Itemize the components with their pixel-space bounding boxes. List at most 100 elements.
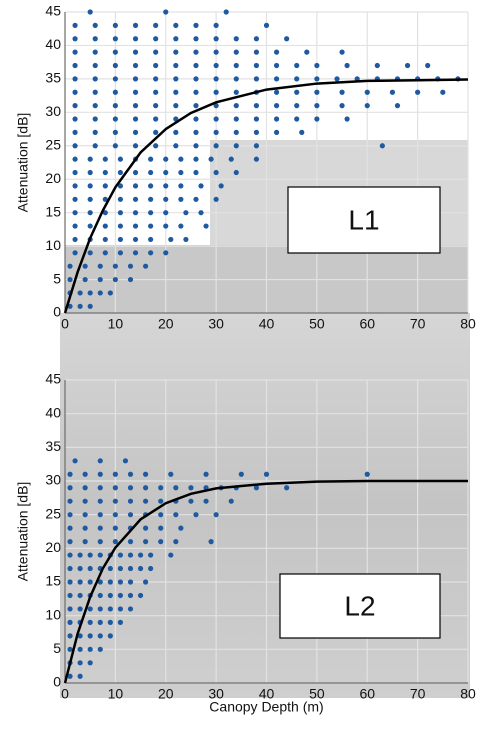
scatter-point	[97, 552, 103, 558]
scatter-point	[404, 62, 411, 69]
scatter-point	[284, 485, 290, 491]
scatter-point	[67, 565, 73, 572]
scatter-point	[67, 485, 73, 491]
x-tick-label: 10	[108, 316, 124, 332]
scatter-point	[304, 49, 310, 55]
scatter-point	[92, 49, 98, 55]
scatter-point	[112, 116, 118, 122]
scatter-point	[112, 143, 118, 149]
scatter-point	[92, 89, 98, 95]
scatter-point	[415, 89, 421, 95]
scatter-point	[67, 471, 73, 477]
x-tick-label: 0	[61, 686, 69, 702]
scatter-point	[132, 36, 139, 42]
scatter-point	[117, 223, 124, 229]
scatter-point	[67, 276, 73, 283]
scatter-point	[273, 49, 280, 55]
annotation-label: L2	[344, 590, 375, 621]
scatter-point	[72, 223, 78, 229]
scatter-point	[253, 116, 260, 122]
scatter-point	[188, 485, 194, 491]
scatter-point	[253, 76, 260, 82]
scatter-point	[233, 36, 239, 42]
y-tick-label: 0	[53, 674, 61, 690]
scatter-point	[344, 116, 350, 122]
scatter-point	[153, 89, 159, 95]
scatter-point	[228, 498, 234, 504]
scatter-point	[213, 22, 219, 28]
scatter-point	[132, 22, 139, 28]
scatter-point	[273, 62, 280, 69]
scatter-point	[82, 263, 88, 269]
x-tick-label: 70	[410, 686, 426, 702]
scatter-point	[198, 183, 204, 189]
scatter-point	[117, 196, 124, 202]
scatter-point	[117, 250, 124, 256]
scatter-point	[82, 539, 88, 545]
scatter-point	[132, 116, 139, 122]
scatter-point	[440, 89, 446, 95]
scatter-point	[188, 498, 194, 504]
scatter-point	[97, 592, 103, 599]
scatter-point	[72, 143, 78, 149]
x-tick-label: 20	[158, 316, 174, 332]
scatter-point	[72, 129, 78, 135]
scatter-point	[163, 9, 169, 15]
scatter-point	[87, 169, 93, 176]
scatter-point	[102, 236, 108, 243]
scatter-point	[97, 539, 103, 545]
scatter-point	[163, 156, 169, 162]
scatter-point	[374, 62, 380, 69]
scatter-point	[193, 169, 199, 176]
scatter-point	[92, 76, 98, 82]
scatter-point	[117, 606, 124, 612]
scatter-point	[112, 129, 118, 135]
scatter-point	[107, 619, 113, 626]
y-tick-label: 45	[45, 371, 61, 387]
scatter-point	[173, 76, 179, 82]
scatter-point	[67, 673, 73, 679]
scatter-point	[339, 89, 345, 95]
scatter-point	[213, 76, 219, 82]
scatter-point	[97, 579, 103, 585]
scatter-point	[178, 525, 184, 531]
scatter-point	[193, 512, 199, 518]
scatter-point	[379, 143, 385, 149]
x-tick-label: 60	[359, 686, 375, 702]
scatter-point	[213, 143, 219, 149]
scatter-point	[233, 89, 239, 95]
scatter-point	[117, 156, 124, 162]
y-tick-label: 15	[45, 203, 61, 219]
scatter-point	[77, 646, 83, 652]
scatter-point	[132, 103, 139, 109]
scatter-point	[72, 183, 78, 189]
scatter-point	[112, 512, 118, 518]
scatter-point	[208, 156, 214, 162]
scatter-point	[87, 646, 93, 652]
scatter-point	[143, 579, 149, 585]
scatter-point	[284, 36, 290, 42]
scatter-point	[127, 552, 134, 558]
y-tick-label: 40	[45, 36, 61, 52]
x-tick-label: 50	[309, 316, 325, 332]
scatter-point	[97, 525, 103, 531]
scatter-point	[148, 156, 154, 162]
scatter-point	[77, 579, 83, 585]
annotation-label: L1	[348, 204, 379, 235]
scatter-point	[193, 143, 199, 149]
scatter-point	[127, 485, 134, 491]
y-tick-label: 10	[45, 606, 61, 622]
scatter-point	[77, 303, 83, 309]
scatter-point	[112, 49, 118, 55]
y-tick-label: 40	[45, 404, 61, 420]
scatter-point	[67, 552, 73, 558]
annotation-box	[287, 186, 441, 254]
scatter-point	[112, 539, 118, 545]
scatter-point	[82, 471, 88, 477]
scatter-point	[117, 236, 124, 243]
scatter-point	[153, 36, 159, 42]
scatter-point	[87, 633, 93, 639]
scatter-point	[112, 103, 118, 109]
scatter-point	[87, 606, 93, 612]
scatter-point	[87, 660, 93, 666]
